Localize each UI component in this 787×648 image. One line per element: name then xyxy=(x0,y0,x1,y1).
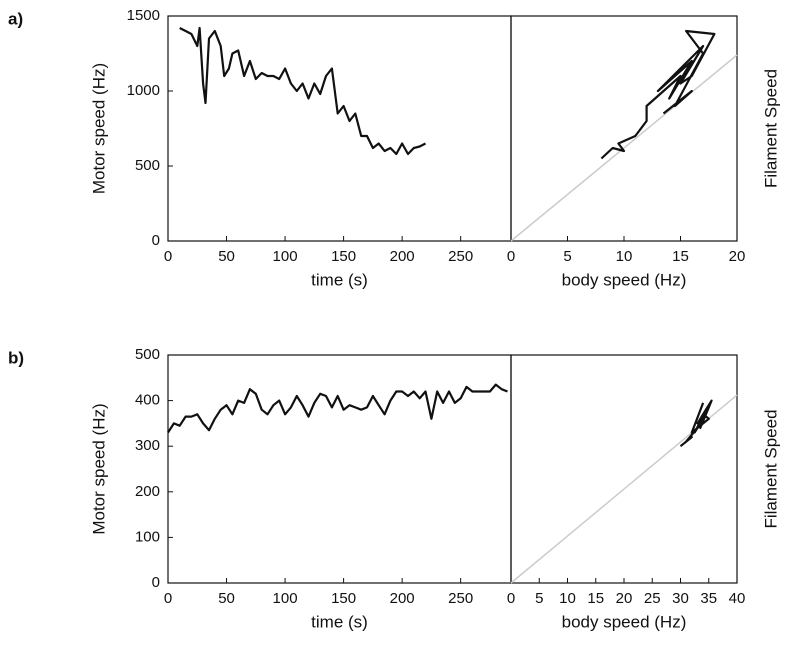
x-tick-label: 30 xyxy=(672,590,689,607)
x-tick-label: 0 xyxy=(164,590,172,607)
x-tick-label: 50 xyxy=(218,248,235,265)
y-tick-label: 200 xyxy=(135,483,160,500)
y-axis-label: Motor speed (Hz) xyxy=(89,63,108,194)
y-tick-label: 1000 xyxy=(127,82,160,99)
x-tick-label: 0 xyxy=(507,590,515,607)
data-line xyxy=(179,26,427,156)
data-line xyxy=(600,29,716,160)
y-tick-label: 1500 xyxy=(127,7,160,24)
x-tick-label: 20 xyxy=(616,590,633,607)
x-tick-label: 200 xyxy=(390,248,415,265)
y-tick-label: 0 xyxy=(152,232,160,249)
plot-frame xyxy=(510,15,738,242)
plot-frame xyxy=(167,15,512,242)
x-tick-label: 150 xyxy=(331,590,356,607)
x-tick-label: 100 xyxy=(273,590,298,607)
x-axis-label: time (s) xyxy=(311,270,368,289)
x-tick-label: 50 xyxy=(218,590,235,607)
y-tick-label: 0 xyxy=(152,574,160,591)
plot-frame xyxy=(167,354,512,584)
x-tick-label: 15 xyxy=(672,248,689,265)
x-axis-label: body speed (Hz) xyxy=(562,612,687,631)
x-tick-label: 5 xyxy=(563,248,571,265)
x-tick-label: 100 xyxy=(273,248,298,265)
y-tick-label: 500 xyxy=(135,157,160,174)
y-axis-label: Filament Speed xyxy=(761,69,780,188)
data-line xyxy=(510,54,738,242)
x-tick-label: 15 xyxy=(587,590,604,607)
panel-label: a) xyxy=(8,9,23,28)
x-tick-label: 10 xyxy=(616,248,633,265)
panel-label: b) xyxy=(8,348,24,367)
x-tick-label: 250 xyxy=(448,590,473,607)
y-tick-label: 300 xyxy=(135,437,160,454)
x-tick-label: 5 xyxy=(535,590,543,607)
x-tick-label: 200 xyxy=(390,590,415,607)
y-tick-label: 100 xyxy=(135,528,160,545)
data-line xyxy=(679,399,713,448)
y-axis-label: Filament Speed xyxy=(761,409,780,528)
plot-frame xyxy=(510,354,738,584)
y-tick-label: 500 xyxy=(135,346,160,363)
x-axis-label: body speed (Hz) xyxy=(562,270,687,289)
data-line xyxy=(167,383,508,434)
x-tick-label: 250 xyxy=(448,248,473,265)
y-axis-label: Motor speed (Hz) xyxy=(89,403,108,534)
x-tick-label: 20 xyxy=(729,248,746,265)
x-tick-label: 40 xyxy=(729,590,746,607)
x-tick-label: 150 xyxy=(331,248,356,265)
x-tick-label: 0 xyxy=(164,248,172,265)
x-tick-label: 35 xyxy=(700,590,717,607)
x-tick-label: 25 xyxy=(644,590,661,607)
x-tick-label: 10 xyxy=(559,590,576,607)
x-tick-label: 0 xyxy=(507,248,515,265)
x-axis-label: time (s) xyxy=(311,612,368,631)
y-tick-label: 400 xyxy=(135,392,160,409)
